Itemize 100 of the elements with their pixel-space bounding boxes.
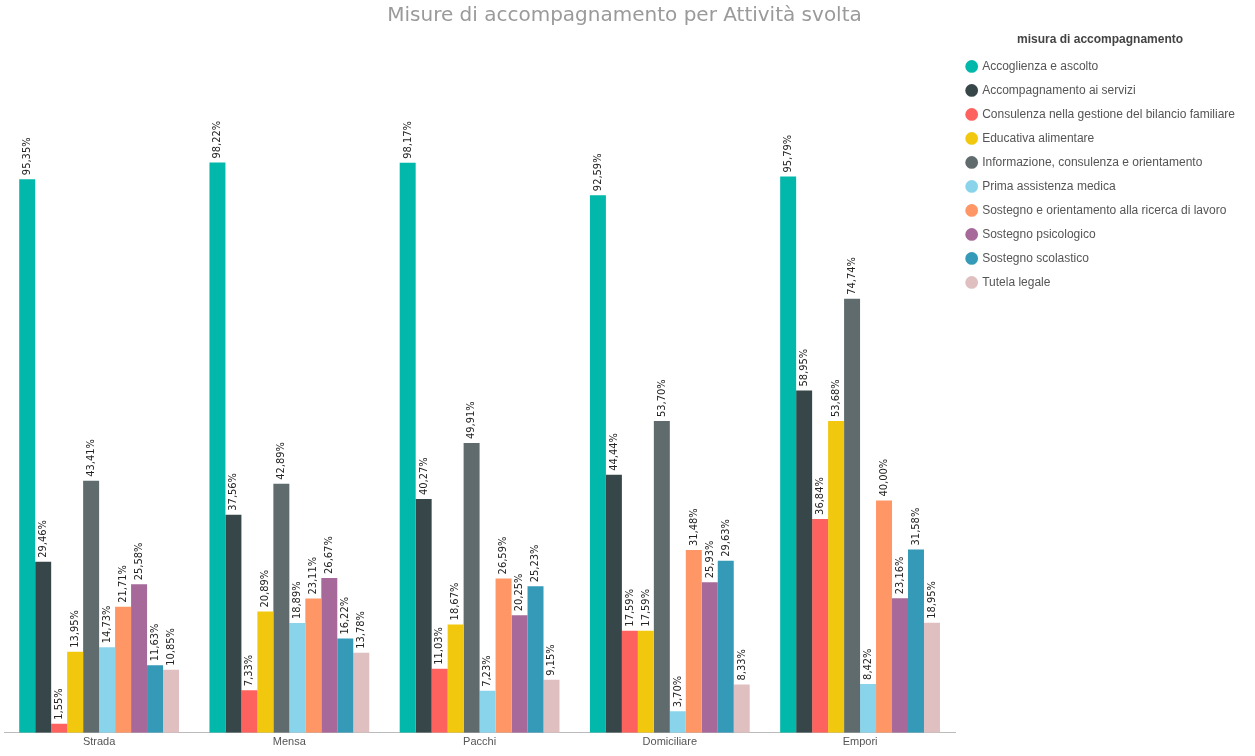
- bar: [589, 195, 606, 733]
- data-label: 23,11%: [306, 556, 320, 595]
- bar: [305, 598, 322, 733]
- bar: [828, 421, 845, 733]
- bar: [860, 683, 877, 733]
- bar: [543, 679, 560, 733]
- bar: [669, 711, 686, 733]
- data-label: 58,95%: [796, 348, 810, 387]
- data-label: 20,89%: [258, 569, 272, 608]
- bar: [527, 586, 544, 733]
- bar: [685, 550, 702, 733]
- bar: [892, 598, 908, 733]
- x-tick-label: Domiciliare: [642, 735, 698, 748]
- bar: [67, 651, 84, 733]
- bar: [923, 622, 940, 733]
- data-label: 98,22%: [210, 120, 224, 159]
- data-label: 20,25%: [512, 573, 526, 612]
- data-label: 37,56%: [226, 472, 240, 511]
- bar: [321, 577, 338, 733]
- bar: [225, 514, 242, 733]
- data-label: 3,70%: [670, 675, 684, 708]
- bar: [431, 668, 448, 733]
- bar: [812, 518, 829, 733]
- data-label: 16,22%: [338, 596, 352, 635]
- data-label: 40,00%: [876, 458, 890, 497]
- bar: [796, 390, 813, 733]
- bar: [19, 179, 36, 733]
- bar: [733, 684, 750, 733]
- x-tick-label: Pacchi: [463, 735, 497, 748]
- data-label: 7,23%: [480, 655, 494, 687]
- bar: [99, 647, 116, 733]
- bar: [701, 582, 718, 733]
- data-label: 25,93%: [702, 540, 716, 579]
- data-label: 8,33%: [734, 648, 748, 681]
- data-label: 11,63%: [147, 623, 161, 662]
- bar: [511, 615, 528, 733]
- legend-label: Sostegno scolastico: [982, 250, 1090, 265]
- x-tick-label: Strada: [82, 735, 117, 748]
- bar: [273, 483, 290, 733]
- x-tick-label: Empori: [842, 735, 878, 748]
- bar: [337, 638, 354, 733]
- bar: [257, 611, 274, 733]
- bar: [653, 420, 670, 733]
- bar: [415, 498, 432, 733]
- data-label: 53,70%: [654, 379, 668, 417]
- data-label: 26,67%: [322, 536, 336, 574]
- data-label: 18,95%: [924, 581, 938, 619]
- data-label: 14,73%: [99, 605, 113, 644]
- data-label: 44,44%: [606, 433, 620, 471]
- legend-label: Tutela legale: [982, 274, 1051, 289]
- data-label: 13,78%: [354, 611, 368, 649]
- bar: [717, 560, 734, 733]
- data-label: 11,03%: [432, 627, 446, 665]
- bar: [637, 630, 654, 733]
- data-label: 74,74%: [844, 257, 858, 295]
- data-label: 26,59%: [496, 536, 510, 575]
- data-label: 17,59%: [622, 588, 636, 627]
- x-tick-label: Mensa: [272, 735, 307, 748]
- bar: [353, 652, 370, 733]
- bar: [115, 606, 132, 733]
- chart-title: Misure di accompagnamento per Attività svolta: [387, 2, 862, 27]
- legend-label: Prima assistenza medica: [982, 178, 1116, 193]
- bar: [908, 549, 924, 733]
- legend-label: Accoglienza e ascolto: [982, 58, 1099, 73]
- legend-title: misura di accompagnamento: [1017, 32, 1184, 47]
- legend-label: Educativa alimentare: [982, 130, 1095, 145]
- bar: [209, 162, 226, 733]
- bar: [621, 630, 638, 733]
- bar: [83, 480, 100, 733]
- bar: [463, 442, 480, 733]
- data-label: 18,89%: [290, 581, 304, 620]
- data-label: 43,41%: [83, 439, 97, 477]
- data-label: 95,35%: [20, 137, 34, 176]
- data-label: 9,15%: [544, 644, 558, 676]
- legend-label: Sostegno psicologico: [982, 226, 1096, 241]
- legend-label: Informazione, consulenza e orientamento: [982, 154, 1203, 169]
- bar: [479, 690, 496, 733]
- legend-label: Sostegno e orientamento alla ricerca di lavoro: [982, 202, 1227, 217]
- data-label: 95,79%: [781, 134, 795, 173]
- data-label: 21,71%: [115, 565, 129, 603]
- data-label: 8,42%: [860, 648, 874, 680]
- data-label: 25,58%: [131, 542, 145, 581]
- data-label: 17,59%: [638, 588, 652, 627]
- data-label: 36,84%: [812, 477, 826, 515]
- data-label: 13,95%: [68, 610, 82, 648]
- data-label: 29,63%: [718, 519, 732, 557]
- bar: [241, 690, 258, 733]
- bar: [147, 665, 164, 733]
- bar: [495, 578, 512, 733]
- data-label: 25,23%: [528, 544, 542, 583]
- bar: [876, 500, 893, 733]
- data-label: 7,33%: [242, 654, 256, 687]
- data-label: 1,55%: [52, 688, 66, 720]
- data-label: 40,27%: [416, 457, 430, 495]
- legend-label: Accompagnamento ai servizi: [982, 82, 1136, 97]
- data-label: 18,67%: [448, 582, 462, 621]
- data-label: 92,59%: [590, 153, 604, 192]
- data-label: 49,91%: [464, 401, 478, 439]
- data-label: 29,46%: [36, 520, 50, 558]
- data-label: 31,58%: [908, 507, 922, 546]
